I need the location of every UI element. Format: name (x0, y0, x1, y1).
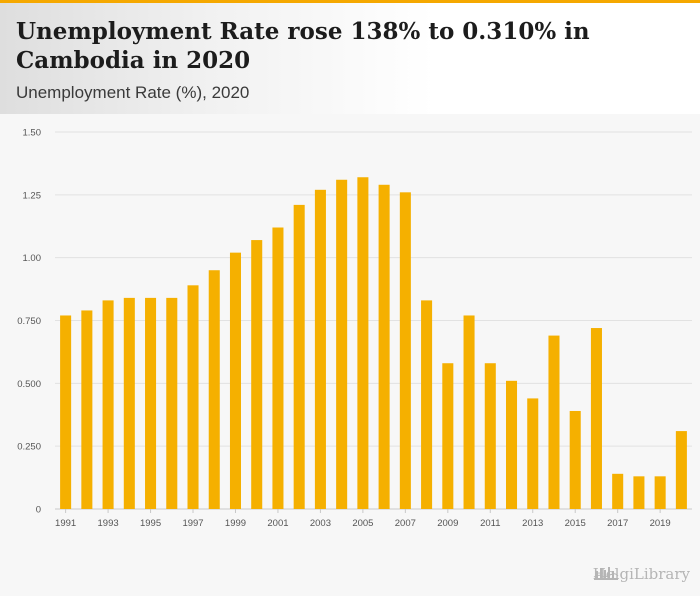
x-tick-label: 2013 (522, 518, 543, 529)
x-tick-label: 1991 (55, 518, 76, 529)
bar-1994 (123, 297, 135, 509)
bar-1993 (102, 300, 114, 509)
bar-2019 (654, 476, 666, 509)
helgilibrary-watermark: HelgiLibrary (593, 565, 690, 583)
x-tick-label: 1995 (140, 518, 161, 529)
chart-subtitle: Unemployment Rate (%), 2020 (16, 83, 250, 102)
y-tick-label: 1.25 (23, 190, 42, 201)
x-tick-label: 2005 (352, 518, 373, 529)
bar-2020 (675, 431, 687, 509)
x-tick-label: 2001 (267, 518, 288, 529)
bar-1995 (145, 297, 157, 509)
x-tick-label: 2007 (395, 518, 416, 529)
x-tick-label: 1997 (182, 518, 203, 529)
x-tick-label: 2015 (565, 518, 586, 529)
bar-2010 (463, 315, 475, 509)
y-tick-label: 1.00 (23, 253, 42, 264)
bar-2013 (527, 398, 539, 509)
bar-1997 (187, 285, 199, 509)
bar-1998 (208, 270, 220, 509)
x-axis-ticks: 1991 1993 1995 1997 1999 2001 2003 2005 2007 2009… (55, 509, 671, 529)
x-tick-label: 2003 (310, 518, 331, 529)
bar-2017 (612, 473, 624, 509)
bar-1991 (60, 315, 72, 509)
bar-2001 (272, 227, 284, 510)
x-tick-label: 1999 (225, 518, 246, 529)
x-tick-label: 1993 (98, 518, 119, 529)
x-tick-label: 2017 (607, 518, 628, 529)
header: Unemployment Rate rose 138% to 0.310% in… (0, 3, 700, 114)
bar-2008 (421, 300, 433, 509)
bar-1992 (81, 310, 93, 509)
y-tick-label: 0.250 (17, 442, 41, 453)
x-tick-label: 2011 (480, 518, 500, 529)
top-accent-rule (0, 0, 700, 3)
bar-2009 (442, 363, 454, 509)
y-tick-label: 0 (36, 505, 41, 516)
chart-title: Unemployment Rate rose 138% to 0.310% in… (16, 18, 590, 74)
bar-1999 (229, 252, 242, 509)
x-tick-label: 2009 (437, 518, 458, 529)
bar-2016 (590, 328, 602, 509)
library-building-icon (593, 567, 619, 580)
bar-2015 (569, 410, 581, 509)
bar-2000 (251, 240, 263, 509)
gridlines (55, 131, 692, 510)
bar-2003 (314, 189, 326, 509)
y-tick-label: 0.750 (17, 316, 41, 327)
y-tick-label: 0.500 (17, 379, 41, 390)
bar-2011 (484, 363, 496, 509)
y-tick-label: 1.50 (23, 128, 42, 139)
bar-2007 (399, 192, 411, 509)
bar-2006 (378, 184, 390, 509)
y-axis-ticks: 0 0.250 0.500 0.750 1.00 1.25 1.50 (17, 128, 41, 516)
bar-2014 (548, 335, 560, 509)
bar-2004 (336, 179, 348, 509)
bar-2018 (633, 476, 645, 509)
bar-1996 (166, 297, 178, 509)
bar-2005 (357, 177, 369, 510)
bar-2002 (293, 204, 305, 509)
bars (60, 177, 687, 510)
chart-area: 0 0.250 0.500 0.750 1.00 1.25 1.50 1991 1993 199… (0, 114, 700, 596)
bar-2012 (505, 380, 518, 509)
x-tick-label: 2019 (650, 518, 671, 529)
